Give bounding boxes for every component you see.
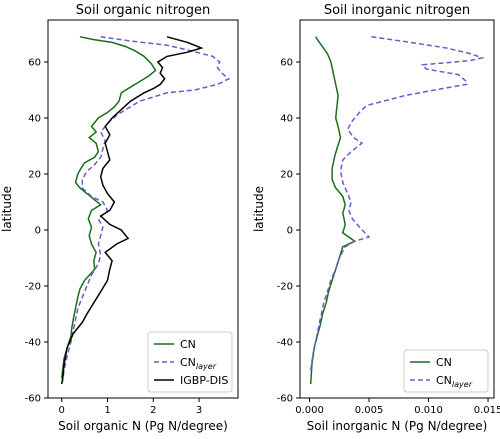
x-axis-label: Soil organic N (Pg N/degree) — [58, 419, 228, 433]
chart-title: Soil organic nitrogen — [76, 3, 210, 18]
plot-frame — [299, 19, 495, 399]
x-tick-label: 0.015 — [474, 405, 500, 416]
y-tick-label: -40 — [25, 338, 41, 349]
x-tick-label: 0 — [59, 405, 65, 416]
y-tick-label: 60 — [28, 58, 41, 69]
y-tick-label: -60 — [277, 394, 293, 405]
inorganic-nitrogen-panel: Soil inorganic nitrogen 0.000 0.005 0.010 0.… — [252, 3, 500, 433]
x-tick-label: 0.005 — [355, 405, 384, 416]
y-tick-label: -60 — [25, 394, 41, 405]
series-line-cn — [309, 36, 357, 385]
legend-label-subscript: layer — [452, 380, 473, 389]
chart-title: Soil inorganic nitrogen — [324, 3, 470, 18]
y-tick-label: 40 — [28, 114, 41, 125]
plot-frame — [47, 19, 239, 399]
legend-label: IGBP-DIS — [180, 374, 228, 387]
x-tick-label: 3 — [196, 405, 202, 416]
legend-box — [147, 331, 233, 393]
legend-label-main: IGBP-DIS — [180, 374, 228, 387]
series-line-cn — [60, 36, 157, 379]
legend-entry: CNlayer — [154, 356, 217, 371]
legend-label-main: CN — [436, 374, 452, 387]
y-tick-label: -20 — [25, 282, 41, 293]
x-tick-label: 0.010 — [414, 405, 443, 416]
legend-label-subscript: layer — [196, 362, 217, 371]
y-tick-label: 20 — [280, 170, 293, 181]
legend-entry: CN — [154, 338, 196, 351]
x-axis-label: Soil inorganic N (Pg N/degree) — [307, 419, 488, 433]
legend-label: CN — [180, 338, 196, 351]
legend-label-main: CN — [180, 356, 196, 369]
legend-label-main: CN — [180, 338, 196, 351]
legend-entry: CNlayer — [410, 374, 473, 389]
y-tick-label: 60 — [280, 58, 293, 69]
y-tick-label: 40 — [280, 114, 293, 125]
y-tick-label: -40 — [277, 338, 293, 349]
x-tick-label: 0.000 — [295, 405, 324, 416]
series-line-cn-layer — [61, 36, 231, 382]
y-axis-label: latitude — [0, 186, 14, 232]
organic-nitrogen-panel: Soil organic nitrogen 0 1 2 3 -60 -40 -20 0 20 40 6… — [0, 3, 239, 433]
y-tick-label: 20 — [28, 170, 41, 181]
x-tick-label: 1 — [104, 405, 110, 416]
legend-entry: CN — [410, 356, 452, 369]
y-tick-label: 0 — [287, 226, 293, 237]
legend-entry: IGBP-DIS — [154, 374, 228, 387]
y-tick-label: 0 — [35, 226, 41, 237]
legend-label: CN — [436, 356, 452, 369]
x-tick-label: 2 — [150, 405, 156, 416]
legend-label: CNlayer — [436, 374, 473, 389]
legend-label-main: CN — [436, 356, 452, 369]
y-tick-label: -20 — [277, 282, 293, 293]
series-line-igbp-dis — [60, 36, 204, 385]
legend-label: CNlayer — [180, 356, 217, 371]
series-line-cn-layer — [309, 36, 485, 371]
legend-box — [403, 349, 489, 393]
y-axis-label: latitude — [252, 186, 266, 232]
